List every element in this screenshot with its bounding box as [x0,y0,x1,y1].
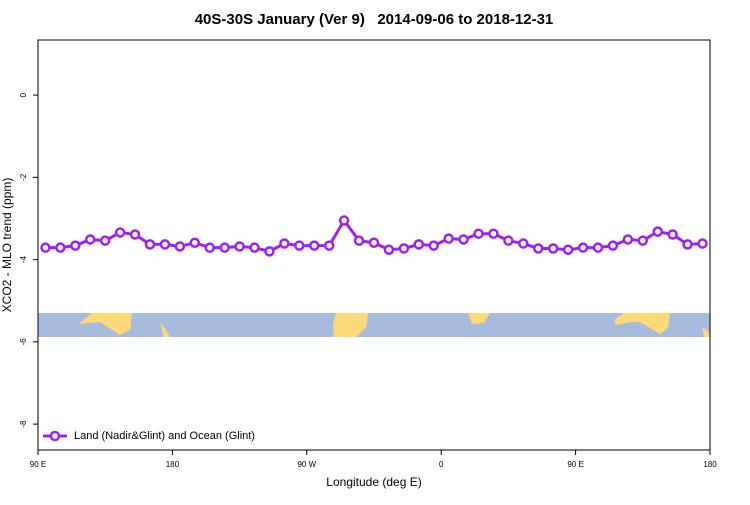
point [622,234,634,245]
point [473,228,484,239]
point [398,243,410,254]
point [40,242,51,253]
point [129,229,141,240]
point [159,239,171,250]
point [309,240,320,251]
point [533,243,544,254]
x-tick-label: 90 W [297,460,316,469]
point [114,227,126,238]
point [667,229,678,240]
point [652,226,663,237]
x-tick-label: 90 E [567,460,583,469]
point [353,235,365,246]
point [503,235,514,246]
point [323,240,335,251]
point [518,238,529,249]
point [428,240,439,251]
point [488,228,499,239]
point [249,242,260,253]
x-tick-label: 90 E [30,460,46,469]
y-tick-label: -8 [19,420,28,428]
point [592,242,604,253]
point [413,239,425,250]
y-axis-label: XCO2 - MLO trend (ppm) [0,178,14,313]
y-tick-label: -4 [19,255,28,263]
y-tick-label: -2 [19,173,28,181]
point [682,239,693,250]
point [279,238,290,249]
x-axis-label: Longitude (deg E) [326,475,421,489]
point [55,242,66,253]
point [607,240,619,251]
point [144,239,156,250]
point [368,237,380,248]
legend-marker [49,430,61,442]
map-strip [38,313,710,337]
point [547,243,559,254]
y-tick-label: 0 [19,92,28,97]
x-tick-label: 0 [439,460,444,469]
point [85,234,96,245]
point [577,242,589,253]
x-tick-label: 180 [703,460,717,469]
point [338,215,350,226]
point [204,242,215,253]
point [99,235,111,246]
point [697,238,708,249]
point [637,235,649,246]
x-tick-label: 180 [166,460,180,469]
point [234,241,245,252]
point [70,240,81,251]
legend-label: Land (Nadir&Glint) and Ocean (Glint) [74,430,255,442]
point [562,244,574,255]
point [189,237,201,248]
point [294,240,305,251]
y-tick-label: -6 [19,338,28,346]
plot-frame [37,39,711,451]
point [264,246,275,257]
chart-title: 40S-30S January (Ver 9) 2014-09-06 to 20… [195,11,554,28]
point [458,234,469,245]
point [383,244,395,255]
point [443,233,454,244]
point [219,242,230,253]
point [174,241,186,252]
